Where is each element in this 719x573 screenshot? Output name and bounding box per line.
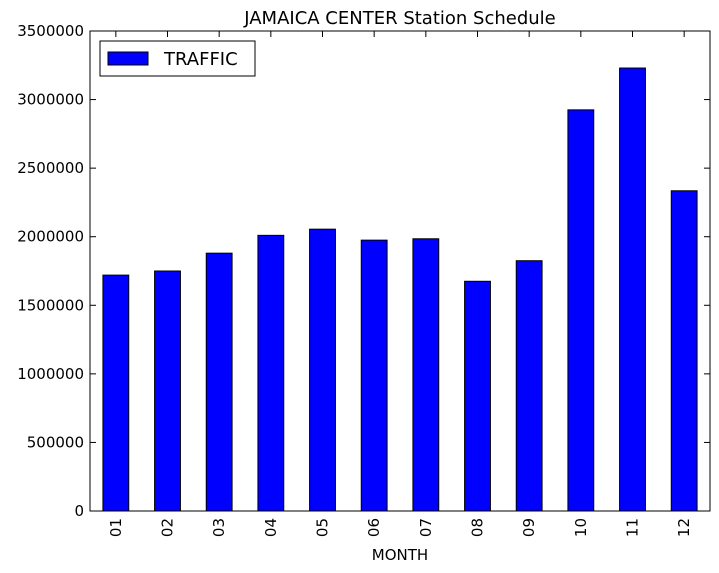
x-tick-label: 04 bbox=[262, 518, 280, 537]
chart-title: JAMAICA CENTER Station Schedule bbox=[243, 8, 556, 29]
bar-01 bbox=[102, 274, 130, 512]
x-tick-label: 03 bbox=[210, 518, 228, 537]
legend: TRAFFIC bbox=[99, 40, 256, 77]
y-tick-label: 3500000 bbox=[17, 22, 84, 40]
y-tick-label: 0 bbox=[74, 502, 84, 520]
y-tick-label: 2000000 bbox=[17, 228, 84, 246]
bar-05 bbox=[309, 228, 336, 512]
x-tick-label: 01 bbox=[107, 518, 125, 537]
bar-11 bbox=[619, 67, 646, 512]
y-tick-label: 2500000 bbox=[17, 159, 84, 177]
bar-09 bbox=[515, 260, 543, 512]
legend-label: TRAFFIC bbox=[163, 49, 238, 70]
x-tick-label: 12 bbox=[675, 518, 693, 537]
bar-12 bbox=[670, 190, 698, 512]
y-axis-ticks: 0 500000 1000000 1500000 2000000 2500000 30000… bbox=[17, 22, 710, 520]
legend-swatch bbox=[107, 51, 149, 66]
x-tick-label: 11 bbox=[624, 518, 642, 537]
bar-08 bbox=[464, 280, 491, 512]
bar-07 bbox=[412, 238, 440, 512]
bar-03 bbox=[205, 252, 233, 512]
bar-02 bbox=[154, 270, 181, 512]
x-tick-label: 02 bbox=[159, 518, 177, 537]
x-tick-label: 08 bbox=[469, 518, 487, 537]
x-axis-ticks: 01 02 03 04 05 06 07 08 09 10 11 12 bbox=[107, 31, 693, 537]
x-axis-label: MONTH bbox=[372, 546, 428, 564]
y-tick-label: 1000000 bbox=[17, 365, 84, 383]
bar-04 bbox=[257, 234, 285, 512]
y-tick-label: 1500000 bbox=[17, 296, 84, 314]
x-tick-label: 07 bbox=[417, 518, 435, 537]
x-tick-label: 10 bbox=[572, 518, 590, 537]
x-tick-label: 05 bbox=[314, 518, 332, 537]
y-tick-label: 500000 bbox=[27, 433, 84, 451]
bars bbox=[102, 67, 698, 512]
y-tick-label: 3000000 bbox=[17, 91, 84, 109]
x-tick-label: 09 bbox=[520, 518, 538, 537]
bar-06 bbox=[360, 239, 388, 512]
x-tick-label: 06 bbox=[365, 518, 383, 537]
bar-10 bbox=[567, 109, 595, 512]
plot-frame bbox=[89, 30, 711, 512]
